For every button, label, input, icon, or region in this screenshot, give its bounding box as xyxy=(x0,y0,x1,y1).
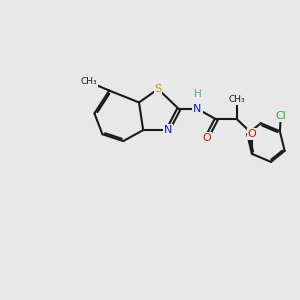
Text: CH₃: CH₃ xyxy=(229,95,245,104)
Text: CH₃: CH₃ xyxy=(80,77,97,86)
Text: O: O xyxy=(202,133,211,143)
Text: N: N xyxy=(194,104,202,114)
Text: H: H xyxy=(194,88,201,98)
Text: Cl: Cl xyxy=(275,111,286,122)
Text: O: O xyxy=(248,129,256,139)
Text: N: N xyxy=(164,125,172,135)
Text: S: S xyxy=(154,84,162,94)
